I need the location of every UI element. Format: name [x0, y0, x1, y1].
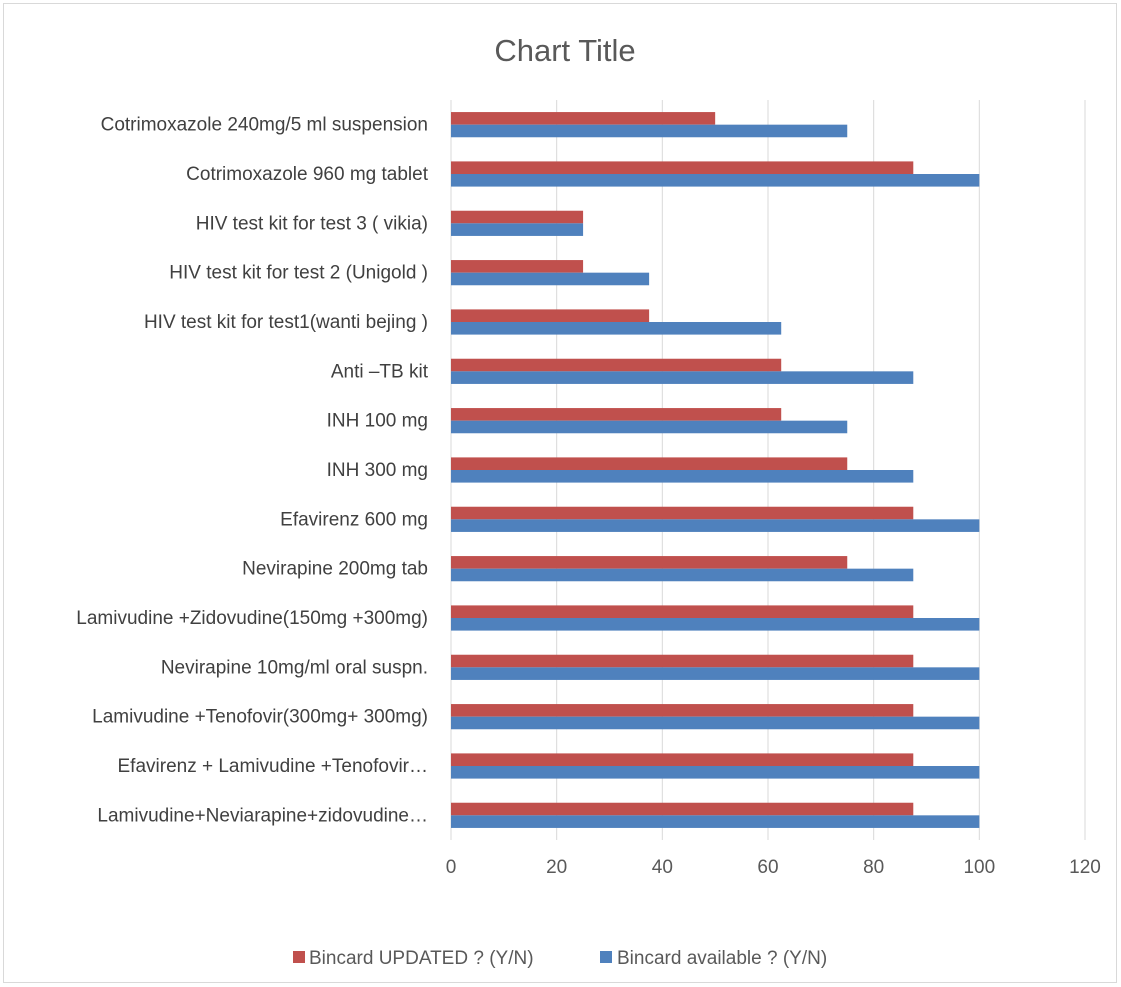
- x-tick-label: 80: [863, 857, 884, 878]
- bar-available: [451, 568, 914, 582]
- bar-updated: [451, 704, 914, 717]
- bars: [451, 112, 980, 828]
- x-tick-label: 60: [757, 857, 778, 878]
- category-label: Efavirenz + Lamivudine +Tenofovir…: [118, 756, 429, 777]
- x-tick-label: 120: [1069, 857, 1101, 878]
- bar-updated: [451, 408, 782, 421]
- legend-swatch: [293, 951, 305, 963]
- category-label: HIV test kit for test 2 (Unigold ): [169, 263, 428, 284]
- category-label: Lamivudine+Neviarapine+zidovudine…: [97, 805, 428, 826]
- chart-title: Chart Title: [494, 33, 635, 68]
- bar-available: [451, 519, 980, 532]
- bar-updated: [451, 654, 914, 668]
- bar-updated: [451, 260, 584, 273]
- category-label: Lamivudine +Tenofovir(300mg+ 300mg): [92, 707, 428, 728]
- bar-available: [451, 420, 848, 434]
- bar-available: [451, 371, 914, 384]
- bar-updated: [451, 605, 914, 618]
- legend-label: Bincard available ? (Y/N): [617, 948, 827, 969]
- bar-updated: [451, 210, 584, 224]
- category-label: Efavirenz 600 mg: [280, 509, 428, 530]
- category-labels: Lamivudine+Neviarapine+zidovudine… Efavir…: [76, 115, 428, 827]
- x-tick-label: 0: [446, 857, 457, 878]
- x-tick-label: 20: [546, 857, 567, 878]
- category-label: HIV test kit for test1(wanti bejing ): [144, 312, 428, 333]
- category-label: Anti –TB kit: [331, 361, 429, 382]
- bar-updated: [451, 309, 650, 322]
- x-tick-label: 100: [963, 857, 995, 878]
- bar-available: [451, 815, 980, 828]
- category-label: Cotrimoxazole 960 mg tablet: [186, 164, 429, 185]
- bar-updated: [451, 161, 914, 174]
- category-label: Lamivudine +Zidovudine(150mg +300mg): [76, 608, 428, 629]
- bar-updated: [451, 802, 914, 816]
- bar-available: [451, 470, 914, 483]
- bar-available: [451, 223, 584, 236]
- bar-available: [451, 766, 980, 779]
- bar-available: [451, 272, 650, 286]
- legend-swatch: [600, 951, 612, 963]
- category-label: INH 100 mg: [327, 411, 428, 432]
- bar-updated: [451, 358, 782, 372]
- bar-updated: [451, 506, 914, 520]
- bar-available: [451, 174, 980, 187]
- bar-available: [451, 667, 980, 680]
- legend-label: Bincard UPDATED ? (Y/N): [309, 948, 534, 969]
- bar-updated: [451, 457, 848, 470]
- category-label: Nevirapine 200mg tab: [242, 559, 428, 580]
- bar-available: [451, 716, 980, 730]
- x-tick-labels: 0 20 40 60 80 100 120: [446, 857, 1101, 878]
- category-label: INH 300 mg: [327, 460, 428, 481]
- category-label: HIV test kit for test 3 ( vikia): [196, 213, 428, 234]
- bar-updated: [451, 753, 914, 766]
- bar-available: [451, 618, 980, 631]
- legend: Bincard UPDATED ? (Y/N) Bincard available…: [293, 948, 827, 969]
- category-label: Nevirapine 10mg/ml oral suspn.: [161, 657, 428, 678]
- category-label: Cotrimoxazole 240mg/5 ml suspension: [101, 115, 428, 136]
- bar-updated: [451, 556, 848, 569]
- bar-available: [451, 322, 782, 335]
- bar-available: [451, 124, 848, 138]
- bar-updated: [451, 112, 716, 125]
- x-tick-label: 40: [652, 857, 673, 878]
